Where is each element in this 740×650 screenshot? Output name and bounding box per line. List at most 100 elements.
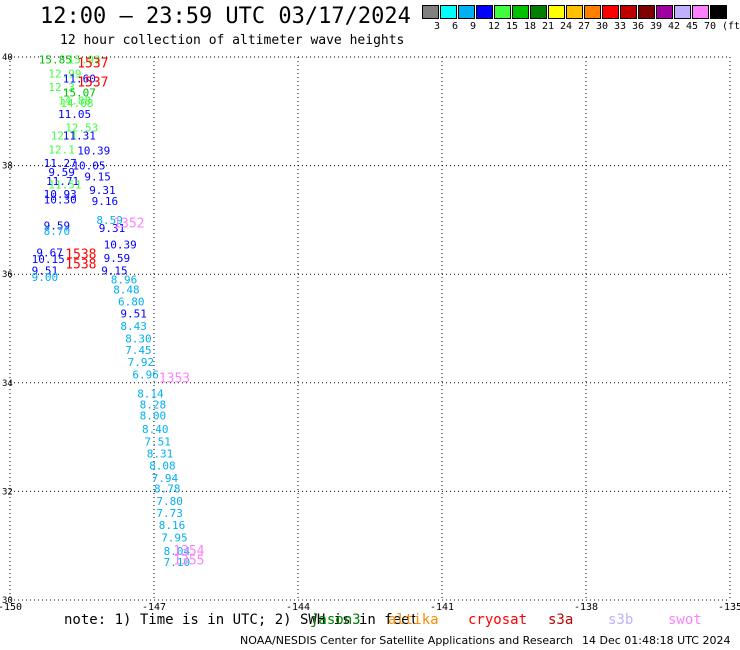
data-point-label: 9.31: [99, 222, 126, 235]
data-point-label: 8.70: [44, 225, 71, 238]
legend-swatch: [422, 5, 439, 19]
color-scale-legend: [422, 5, 728, 19]
legend-swatch: [566, 5, 583, 19]
y-tick-label: 30: [2, 596, 13, 606]
footer-credit: NOAA/NESDIS Center for Satellite Applica…: [240, 634, 574, 647]
data-point-label: 9.31: [89, 184, 116, 197]
legend-label: 30: [596, 21, 609, 32]
data-point-label: 14.88: [58, 94, 91, 107]
legend-label: 24: [560, 21, 573, 32]
x-tick-label: -135: [718, 602, 740, 612]
data-point-label: 8.59: [96, 214, 123, 227]
point-layer: 15.8515.9312.9911.6012.315.0714.8814.081…: [32, 54, 191, 569]
legend-label: 12: [488, 21, 501, 32]
satellite-name: s3a: [548, 612, 574, 628]
data-point-label: 9.51: [120, 307, 146, 320]
grid-layer: [9, 56, 731, 601]
data-point-label: 8.08: [149, 459, 176, 472]
y-tick-label: 38: [2, 162, 13, 172]
scatter-plot: -150 -147 -144 -141 -138 -135 30 32 34 36 38 40 15.…: [0, 53, 740, 612]
data-point-label: 12.1: [51, 130, 78, 143]
data-point-label: 11.31: [63, 130, 96, 143]
legend-label: 21: [542, 21, 555, 32]
legend-swatch: [458, 5, 475, 19]
note-text: note: 1) Time is in UTC; 2) SWH is in fe…: [64, 612, 419, 628]
data-point-label: 11.05: [58, 108, 91, 121]
data-point-label: 8.30: [125, 332, 152, 345]
legend-label: 70: [704, 21, 717, 32]
tick-layer: -150 -147 -144 -141 -138 -135 30 32 34 36 38 40: [0, 53, 740, 612]
legend-label: 36: [632, 21, 645, 32]
data-point-label: 12.53: [65, 122, 98, 135]
pass-number-label: 1354: [173, 544, 204, 559]
pass-number-label: 1537: [77, 56, 108, 71]
data-point-label: 9.59: [44, 219, 71, 232]
data-point-label: 7.51: [144, 435, 171, 448]
data-point-label: 14.08: [60, 97, 93, 110]
legend-swatch: [530, 5, 547, 19]
data-point-label: 12.99: [48, 67, 81, 80]
x-tick-label: -141: [430, 602, 454, 612]
legend-label: (ft): [722, 21, 740, 32]
satellite-name: altika: [388, 612, 439, 628]
data-point-label: 11.51: [48, 179, 81, 192]
x-tick-label: -150: [0, 602, 22, 612]
y-tick-label: 34: [2, 379, 13, 389]
satellite-name: cryosat: [468, 612, 528, 628]
data-point-label: 9.15: [84, 170, 111, 183]
satellite-name: swot: [668, 612, 702, 628]
legend-swatch: [548, 5, 565, 19]
data-point-label: 7.10: [164, 556, 191, 569]
pass-number-label: 1537: [77, 75, 108, 90]
data-point-label: 11.71: [46, 175, 79, 188]
data-point-label: 10.39: [77, 144, 110, 157]
legend-swatch: [692, 5, 709, 19]
legend-swatch: [584, 5, 601, 19]
data-point-label: 7.94: [152, 472, 179, 485]
data-point-label: 9.59: [104, 252, 131, 265]
legend-label: 42: [668, 21, 681, 32]
data-point-label: 8.16: [159, 519, 186, 532]
pass-number-label: 1538: [65, 257, 96, 272]
legend-label: 39: [650, 21, 663, 32]
data-point-label: 8.31: [147, 447, 174, 460]
y-tick-label: 32: [2, 487, 13, 497]
legend-label: 3: [434, 21, 441, 32]
legend-label: 27: [578, 21, 591, 32]
data-point-label: 8.96: [111, 274, 138, 287]
legend-label: 18: [524, 21, 537, 32]
chart-title: 12:00 — 23:59 UTC 03/17/2024: [40, 4, 411, 29]
data-point-label: 8.00: [140, 409, 167, 422]
legend-swatch: [494, 5, 511, 19]
pass-number-label: 1353: [159, 371, 190, 386]
data-point-label: 8.78: [154, 483, 181, 496]
data-point-label: 7.95: [161, 532, 188, 545]
legend-label: 6: [452, 21, 459, 32]
legend-label: 9: [470, 21, 477, 32]
data-point-label: 12.1: [48, 143, 75, 156]
legend-swatch: [638, 5, 655, 19]
data-point-label: 10.93: [44, 188, 77, 201]
data-point-label: 8.14: [137, 388, 164, 401]
satellite-name: jason3: [310, 612, 361, 628]
data-point-label: 9.15: [101, 264, 128, 277]
data-point-label: 15.85: [39, 54, 72, 67]
y-tick-label: 40: [2, 53, 13, 63]
data-point-label: 7.73: [156, 507, 183, 520]
pass-number-label: 1352: [113, 217, 144, 232]
data-point-label: 9.51: [32, 264, 58, 277]
legend-swatch: [440, 5, 457, 19]
satellite-name: s3b: [608, 612, 634, 628]
data-point-label: 9.67: [36, 246, 63, 259]
data-point-label: 6.80: [118, 295, 145, 308]
footer-timestamp: 14 Dec 01:48:18 UTC 2024: [582, 634, 731, 647]
data-point-label: 9.16: [92, 195, 119, 208]
data-point-label: 7.45: [125, 344, 152, 357]
data-point-label: 11.27: [44, 157, 77, 170]
legend-swatch: [710, 5, 727, 19]
y-tick-label: 36: [2, 270, 13, 280]
data-point-label: 8.28: [140, 399, 167, 412]
data-point-label: 6.96: [132, 369, 159, 382]
chart-subtitle: 12 hour collection of altimeter wave hei…: [60, 33, 405, 48]
